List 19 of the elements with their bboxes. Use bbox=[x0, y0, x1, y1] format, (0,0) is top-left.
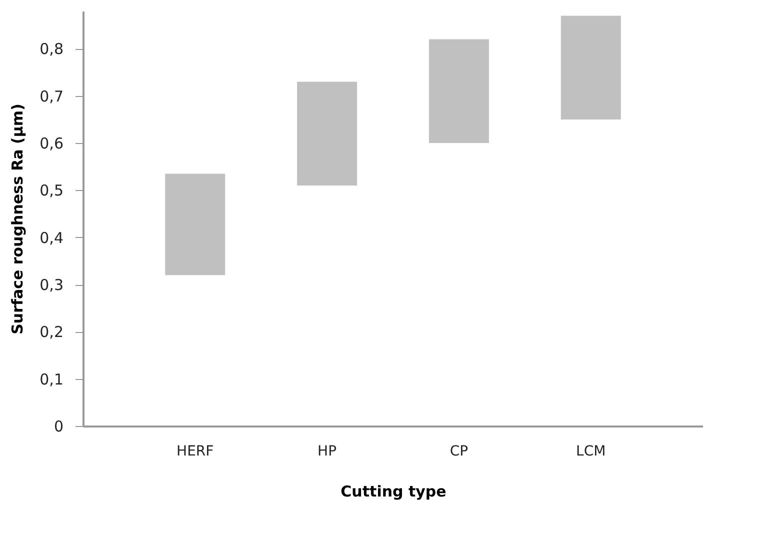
bar bbox=[165, 174, 226, 276]
y-tick-label: 0,1 bbox=[40, 370, 64, 388]
y-tick-label: 0,2 bbox=[40, 323, 64, 342]
x-tick-label: HERF bbox=[176, 444, 214, 460]
y-tick-label: 0 bbox=[54, 418, 64, 436]
y-tick-label: 0,6 bbox=[40, 134, 64, 153]
y-tick-label: 0,5 bbox=[40, 182, 64, 200]
bar bbox=[428, 39, 489, 144]
y-tick-label: 0,4 bbox=[40, 228, 64, 247]
y-axis-title: Surface roughness Ra (µm) bbox=[8, 104, 27, 334]
x-tick-label: LCM bbox=[576, 444, 606, 460]
bar bbox=[297, 82, 358, 186]
x-tick-label: CP bbox=[450, 444, 468, 460]
x-tick-label: HP bbox=[318, 444, 337, 460]
x-axis-title: Cutting type bbox=[340, 482, 446, 500]
y-tick-label: 0,8 bbox=[40, 40, 64, 58]
y-tick-label: 0,7 bbox=[40, 87, 64, 106]
y-tick-label: 0,3 bbox=[40, 276, 64, 294]
bar bbox=[560, 16, 621, 120]
